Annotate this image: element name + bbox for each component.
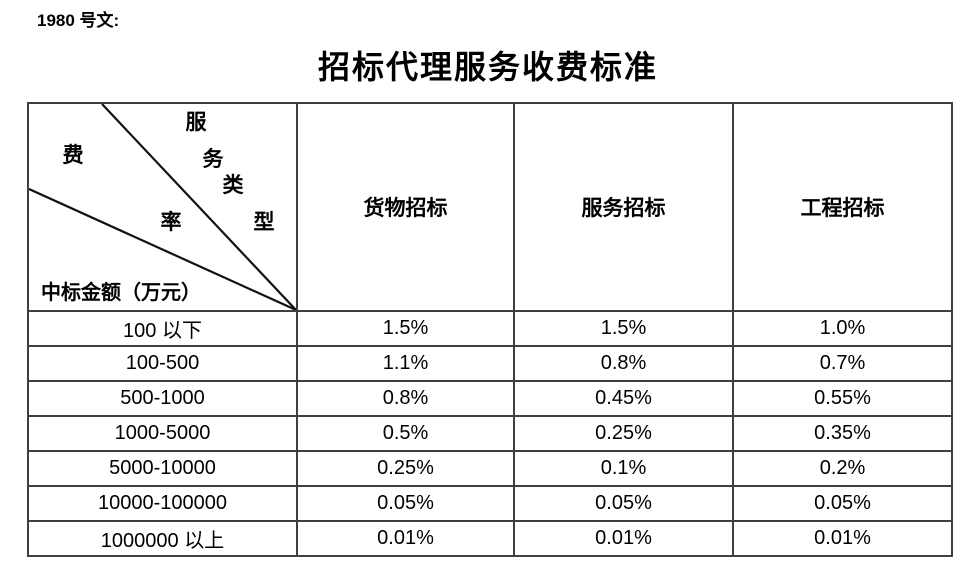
fee-rate-cell: 0.8% (513, 345, 734, 382)
fee-rate-cell: 0.1% (513, 450, 734, 487)
fee-rate-cell: 0.01% (513, 520, 734, 557)
corner-label-rate-char: 率 (160, 210, 182, 234)
table-row: 1000-5000 0.5% 0.25% 0.35% (27, 415, 953, 452)
corner-label-service-type-char: 类 (222, 173, 244, 197)
corner-label-amount: 中标金额（万元） (41, 282, 201, 304)
doc-reference: 1980 号文: (37, 11, 120, 30)
amount-range-cell: 1000000 以上 (27, 520, 298, 557)
fee-rate-cell: 0.25% (296, 450, 515, 487)
fee-rate-cell: 0.55% (732, 380, 953, 417)
amount-range-cell: 500-1000 (27, 380, 298, 417)
amount-range-cell: 100 以下 (27, 310, 298, 347)
fee-rate-cell: 0.8% (296, 380, 515, 417)
fee-rate-cell: 1.5% (296, 310, 515, 347)
fee-rate-cell: 0.45% (513, 380, 734, 417)
fee-rate-cell: 0.5% (296, 415, 515, 452)
amount-range-cell: 5000-10000 (27, 450, 298, 487)
header-row: 服 务 类 型 费 率 中标金额（万元） 货物招标 服务招标 工程招标 (27, 102, 953, 312)
corner-label-rate-char: 费 (62, 143, 84, 167)
amount-range-cell: 10000-100000 (27, 485, 298, 522)
column-header-goods: 货物招标 (296, 102, 515, 312)
table-row: 5000-10000 0.25% 0.1% 0.2% (27, 450, 953, 487)
fee-rate-cell: 0.7% (732, 345, 953, 382)
fee-rate-cell: 0.05% (513, 485, 734, 522)
fee-rate-cell: 0.05% (296, 485, 515, 522)
fee-rate-cell: 1.5% (513, 310, 734, 347)
fee-rate-cell: 0.25% (513, 415, 734, 452)
fee-table: 服 务 类 型 费 率 中标金额（万元） 货物招标 服务招标 工程招标 100 … (27, 102, 953, 557)
diagonal-divider-lines (30, 105, 295, 309)
corner-label-service-type-char: 务 (202, 147, 224, 171)
fee-rate-cell: 0.05% (732, 485, 953, 522)
corner-header-cell: 服 务 类 型 费 率 中标金额（万元） (27, 102, 298, 312)
table-row: 500-1000 0.8% 0.45% 0.55% (27, 380, 953, 417)
fee-rate-cell: 0.35% (732, 415, 953, 452)
amount-range-cell: 100-500 (27, 345, 298, 382)
table-row: 1000000 以上 0.01% 0.01% 0.01% (27, 520, 953, 557)
corner-label-service-type-char: 服 (185, 110, 207, 134)
amount-range-cell: 1000-5000 (27, 415, 298, 452)
fee-rate-cell: 0.2% (732, 450, 953, 487)
table-row: 100 以下 1.5% 1.5% 1.0% (27, 310, 953, 347)
fee-rate-cell: 1.0% (732, 310, 953, 347)
column-header-engineering: 工程招标 (732, 102, 953, 312)
page-title: 招标代理服务收费标准 (317, 49, 658, 85)
corner-label-service-type-char: 型 (253, 210, 275, 234)
fee-rate-cell: 0.01% (296, 520, 515, 557)
table-row: 100-500 1.1% 0.8% 0.7% (27, 345, 953, 382)
table-row: 10000-100000 0.05% 0.05% 0.05% (27, 485, 953, 522)
fee-rate-cell: 0.01% (732, 520, 953, 557)
column-header-services: 服务招标 (513, 102, 734, 312)
fee-rate-cell: 1.1% (296, 345, 515, 382)
